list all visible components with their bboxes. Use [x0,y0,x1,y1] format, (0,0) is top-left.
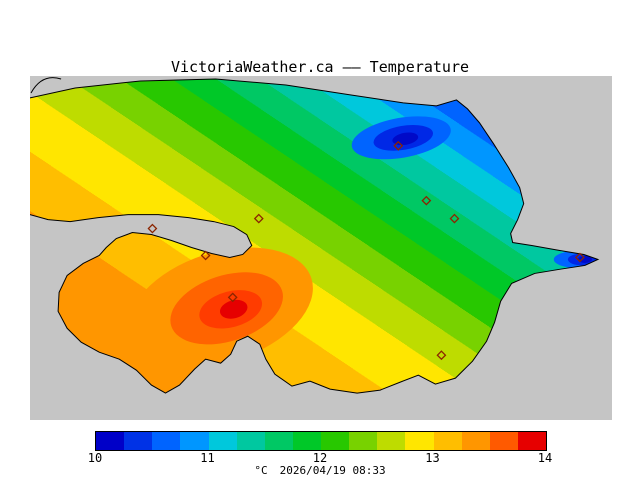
station-marker [393,140,404,151]
colorbar-tick-label: 10 [87,451,103,465]
map-caption: °C 2026/04/19 08:33 [0,464,640,477]
colorbar-cell [96,432,125,450]
colorbar-cell [377,432,406,450]
colorbar-tick-label: 14 [537,451,553,465]
station-marker [449,213,460,224]
colorbar-tick-label: 12 [312,451,328,465]
colorbar-cell [433,432,462,450]
station-marker [421,195,432,206]
temperature-map [30,76,612,420]
station-marker [227,292,238,303]
colorbar-ticks: 10 11 12 13 14 [88,451,552,465]
colorbar-cell [489,432,518,450]
colorbar-tick-label: 13 [425,451,440,465]
colorbar-cell [461,432,490,450]
station-marker [436,350,447,361]
small-island-outline [30,77,62,94]
colorbar-cell [517,432,546,450]
station-markers [147,140,585,361]
station-marker [200,250,211,261]
page-title: VictoriaWeather.ca —— Temperature [170,58,469,76]
temperature-map-svg [30,76,612,420]
colorbar-cell [124,432,153,450]
colorbar-cell [152,432,181,450]
colorbar-cell [208,432,237,450]
colorbar-cell [264,432,293,450]
units-label: °C [254,464,268,477]
timestamp-label: 2026/04/19 08:33 [279,464,386,477]
colorbar-cell [236,432,265,450]
colorbar-cell [321,432,350,450]
station-marker [147,223,158,234]
warm-contour-core [219,299,248,319]
station-marker [253,213,264,224]
station-marker [574,252,585,263]
colorbar [95,431,547,451]
colorbar-cell [349,432,378,450]
colorbar-cell [292,432,321,450]
colorbar-cell [405,432,434,450]
colorbar-cell [180,432,209,450]
cold-tip-core [577,255,592,263]
colorbar-tick-label: 11 [200,451,215,465]
